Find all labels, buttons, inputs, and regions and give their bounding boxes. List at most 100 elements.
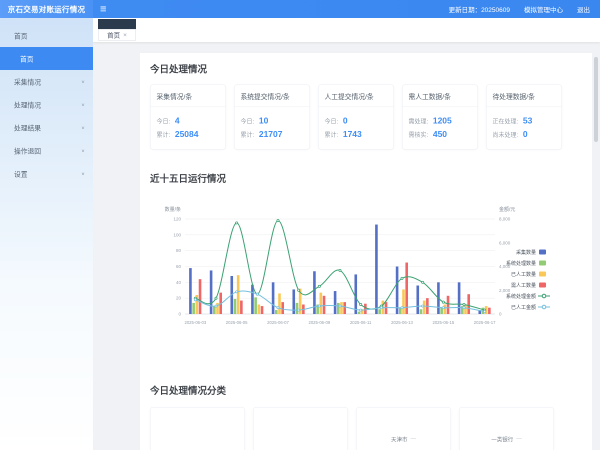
- sidebar-item-1-首页[interactable]: 首页: [0, 47, 93, 70]
- point-已人工金额: [462, 306, 466, 310]
- stat-row-label: 今日:: [324, 118, 340, 125]
- bar-系统处理数量: [254, 297, 257, 314]
- legend-bar-marker: [539, 249, 546, 255]
- legend-line-marker: —: [516, 435, 522, 442]
- bar-采集数量: [416, 285, 420, 314]
- y-axis-right-tick: 0: [499, 312, 502, 317]
- stat-row-label: 正在处理:: [492, 118, 520, 125]
- tab-home[interactable]: 首页 ×: [98, 29, 136, 41]
- y-axis-left-tick: 20: [176, 296, 182, 301]
- legend-bar-marker: [539, 271, 546, 277]
- stat-row-value: 53: [522, 116, 533, 126]
- x-axis-tick: 2025-06-07: [267, 320, 289, 325]
- bar-采集数量: [478, 310, 482, 314]
- chevron-down-icon: ∨: [80, 125, 85, 130]
- legend-label: 已人工数量: [511, 271, 536, 278]
- x-axis-tick: 2025-06-05: [226, 320, 248, 325]
- sidebar-item-5-操作退回[interactable]: 操作退回 ∨: [0, 139, 93, 162]
- stat-card-title: 采集情况/条: [150, 85, 226, 107]
- y-axis-left-tick: 80: [176, 248, 182, 253]
- sidebar-item-label: 设置: [14, 170, 28, 179]
- sidebar-item-0-首页[interactable]: 首页: [0, 24, 93, 47]
- bar-采集数量: [354, 274, 358, 314]
- bar-采集数量: [395, 266, 399, 314]
- bar-需人工数量: [260, 306, 264, 314]
- point-系统处理金额: [297, 288, 301, 292]
- stat-row: 正在处理: 53: [493, 116, 556, 126]
- sidebar-item-label: 首页: [20, 55, 34, 64]
- point-已人工金额: [297, 308, 301, 312]
- legend-line-marker: —: [410, 435, 417, 442]
- sidebar-item-4-处理结果[interactable]: 处理结果 ∨: [0, 116, 93, 139]
- sidebar-item-label: 首页: [14, 32, 28, 41]
- bar-采集数量: [333, 291, 337, 314]
- sidebar-item-3-处理情况[interactable]: 处理情况 ∨: [0, 93, 93, 116]
- point-系统处理金额: [235, 221, 239, 225]
- run-chart: 0 20 40 60 80 100 120 0 2,000 4,000 6,000 8,000 数量/条…: [165, 206, 550, 325]
- stat-card-title: 需人工数据/条: [402, 85, 478, 107]
- sidebar-item-label: 操作退回: [14, 147, 41, 156]
- stat-row-value: 1205: [432, 116, 452, 126]
- bar-系统处理数量: [461, 306, 464, 314]
- x-axis-tick: 2025-06-03: [184, 320, 206, 325]
- legend-bar-marker: [539, 282, 546, 288]
- legend-item-采集数量[interactable]: 采集数量: [516, 249, 546, 256]
- point-已人工金额: [421, 304, 425, 308]
- sidebar-item-label: 处理情况: [14, 101, 41, 110]
- y-axis-left-tick: 0: [178, 312, 181, 317]
- stat-card-title: 人工提交情况/条: [318, 85, 394, 107]
- stat-row: 累计: 25084: [157, 130, 220, 140]
- bar-系统处理数量: [399, 307, 402, 314]
- bar-系统处理数量: [378, 309, 381, 314]
- y-axis-left-name: 数量/条: [165, 206, 181, 213]
- bar-已人工数量: [298, 288, 302, 314]
- stat-row: 累计: 1743: [325, 130, 388, 140]
- stat-row-label: 尚未处理:: [492, 131, 520, 139]
- bar-采集数量: [189, 268, 192, 314]
- main-content: 今日处理情况 采集情况/条 今日: 4 累计: 25084 系统提交情况/条 今日: 1…: [93, 42, 600, 450]
- y-axis-right-tick: 4,000: [499, 264, 511, 269]
- legend-label: 需人工数量: [511, 282, 536, 289]
- legend-line-marker-dot: [541, 304, 547, 310]
- y-axis-left-tick: 120: [173, 217, 181, 222]
- stat-card-1: 系统提交情况/条 今日: 10 累计: 21707: [234, 84, 310, 150]
- legend-item-系统处理数量[interactable]: 系统处理数量: [506, 260, 546, 267]
- sidebar-item-6-设置[interactable]: 设置 ∨: [0, 162, 93, 185]
- legend-bar-marker: [539, 260, 546, 266]
- top-header: 京石交易对账运行情况 ≡ 更新日期：20250609 模拟管理中心 退出: [0, 0, 600, 18]
- point-已人工金额: [317, 304, 321, 308]
- menu-toggle-icon[interactable]: ≡: [100, 2, 107, 15]
- legend-item-系统处理金额[interactable]: 系统处理金额: [506, 293, 550, 300]
- bar-采集数量: [251, 284, 254, 314]
- stat-row-value: 25084: [174, 129, 199, 140]
- classify-card-3: 一类银行 —: [459, 407, 554, 450]
- stat-row-label: 需处理:: [408, 118, 430, 125]
- logout-link[interactable]: 退出: [576, 5, 590, 14]
- legend-item-需人工数量[interactable]: 需人工数量: [511, 282, 546, 289]
- point-系统处理金额: [276, 219, 280, 223]
- stat-card-body: 需处理: 1205 需核实: 450: [403, 107, 478, 150]
- bar-已人工数量: [402, 289, 405, 314]
- stat-row-label: 今日:: [156, 118, 172, 125]
- classify-card-0: [150, 407, 245, 450]
- classify-cards-row: 天津市 — 一类银行 —: [150, 407, 582, 450]
- stat-row-value: 450: [432, 129, 448, 140]
- bar-采集数量: [271, 282, 275, 314]
- bar-已人工数量: [340, 302, 343, 314]
- sidebar-item-2-采集情况[interactable]: 采集情况 ∨: [0, 70, 93, 93]
- section-title-today: 今日处理情况: [150, 64, 208, 76]
- stat-cards-row: 采集情况/条 今日: 4 累计: 25084 系统提交情况/条 今日: 10 累计: 21…: [150, 84, 582, 150]
- close-icon[interactable]: ×: [123, 31, 127, 39]
- sidebar-item-label: 采集情况: [14, 78, 41, 87]
- stat-row-value: 0: [522, 129, 528, 140]
- vertical-scrollbar[interactable]: [594, 57, 598, 142]
- bar-已人工数量: [319, 292, 323, 314]
- center-name-link[interactable]: 模拟管理中心: [523, 5, 563, 14]
- bar-采集数量: [457, 282, 461, 314]
- bar-需人工数量: [488, 307, 491, 314]
- x-axis-tick: 2025-06-15: [432, 320, 454, 325]
- legend-item-已人工数量[interactable]: 已人工数量: [511, 271, 546, 278]
- legend-item-已人工金额[interactable]: 已人工金额: [511, 304, 550, 311]
- point-系统处理金额: [441, 300, 445, 304]
- update-date-label: 更新日期：20250609: [448, 5, 510, 14]
